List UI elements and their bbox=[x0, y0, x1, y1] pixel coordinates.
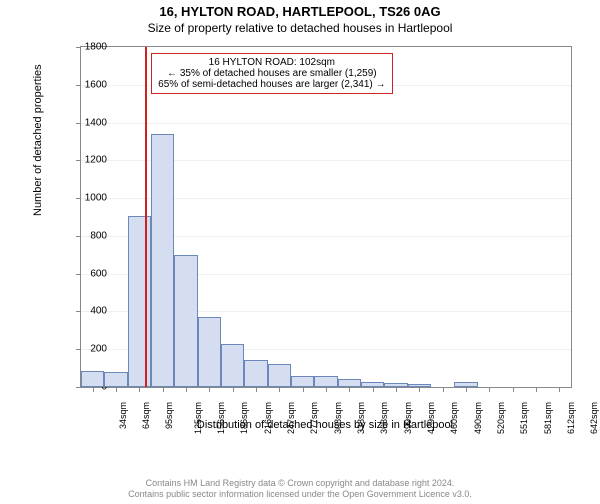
xtick-mark bbox=[163, 387, 164, 392]
histogram-bar bbox=[338, 379, 361, 387]
xtick-mark bbox=[93, 387, 94, 392]
chart-container: Number of detached properties 0200400600… bbox=[50, 46, 580, 426]
histogram-bar bbox=[198, 317, 221, 387]
histogram-bar bbox=[128, 216, 151, 387]
ytick-label: 400 bbox=[77, 306, 107, 317]
histogram-bar bbox=[174, 255, 197, 387]
xtick-mark bbox=[139, 387, 140, 392]
xtick-mark bbox=[513, 387, 514, 392]
xtick-mark bbox=[303, 387, 304, 392]
x-axis-label: Distribution of detached houses by size … bbox=[80, 419, 570, 431]
xtick-mark bbox=[233, 387, 234, 392]
xtick-mark bbox=[396, 387, 397, 392]
plot-area: 02004006008001000120014001600180034sqm64… bbox=[80, 46, 572, 388]
xtick-mark bbox=[559, 387, 560, 392]
callout-line-2: ← 35% of detached houses are smaller (1,… bbox=[158, 68, 385, 79]
xtick-mark bbox=[326, 387, 327, 392]
callout-box: 16 HYLTON ROAD: 102sqm← 35% of detached … bbox=[151, 53, 392, 94]
histogram-bar bbox=[151, 134, 174, 387]
histogram-bar bbox=[314, 376, 337, 387]
xtick-mark bbox=[489, 387, 490, 392]
page-subtitle: Size of property relative to detached ho… bbox=[0, 21, 600, 35]
xtick-mark bbox=[279, 387, 280, 392]
ytick-label: 600 bbox=[77, 268, 107, 279]
marker-line bbox=[145, 47, 147, 387]
xtick-mark bbox=[349, 387, 350, 392]
callout-line-3: 65% of semi-detached houses are larger (… bbox=[158, 79, 385, 90]
ytick-label: 800 bbox=[77, 230, 107, 241]
xtick-mark bbox=[256, 387, 257, 392]
xtick-mark bbox=[209, 387, 210, 392]
callout-line-1: 16 HYLTON ROAD: 102sqm bbox=[158, 57, 385, 68]
footer-text: Contains HM Land Registry data © Crown c… bbox=[0, 478, 600, 501]
gridline bbox=[81, 123, 571, 124]
histogram-bar bbox=[268, 364, 291, 387]
page-title: 16, HYLTON ROAD, HARTLEPOOL, TS26 0AG bbox=[0, 4, 600, 19]
y-axis-label: Number of detached properties bbox=[32, 64, 44, 216]
xtick-mark bbox=[116, 387, 117, 392]
ytick-label: 1400 bbox=[77, 117, 107, 128]
xtick-mark bbox=[466, 387, 467, 392]
ytick-label: 1800 bbox=[77, 42, 107, 53]
ytick-label: 1200 bbox=[77, 155, 107, 166]
xtick-mark bbox=[536, 387, 537, 392]
footer-line-1: Contains HM Land Registry data © Crown c… bbox=[0, 478, 600, 489]
footer-line-2: Contains public sector information licen… bbox=[0, 489, 600, 500]
histogram-bar bbox=[81, 371, 104, 387]
xtick-mark bbox=[373, 387, 374, 392]
xtick-mark bbox=[419, 387, 420, 392]
histogram-bar bbox=[104, 372, 127, 387]
histogram-bar bbox=[244, 360, 267, 387]
xtick-mark bbox=[186, 387, 187, 392]
histogram-bar bbox=[221, 344, 244, 387]
ytick-label: 1600 bbox=[77, 79, 107, 90]
xtick-mark bbox=[443, 387, 444, 392]
ytick-label: 200 bbox=[77, 344, 107, 355]
xtick-label: 642sqm bbox=[589, 402, 599, 434]
histogram-bar bbox=[291, 376, 314, 387]
ytick-label: 1000 bbox=[77, 193, 107, 204]
